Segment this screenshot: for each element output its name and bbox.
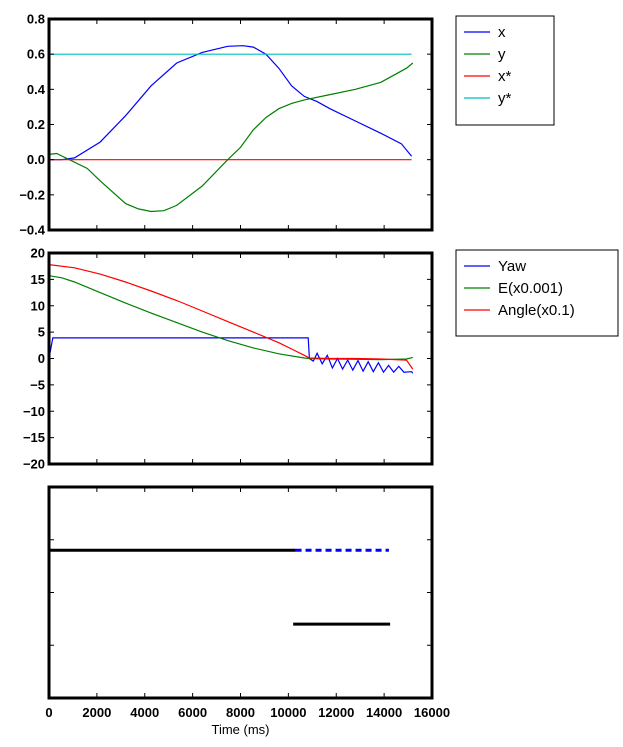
position-legend-box <box>455 15 555 126</box>
position-panel: 0.8 0.6 0.4 0.2 0.0 −0.2 −0.4 xy x* y* <box>19 12 555 238</box>
yaw-energy-legend-box <box>455 249 619 337</box>
yaw-energy-panel: 20 15 10 5 0 −5 −10 −15 −20 Yaw E(x0.001) Angle(x0… <box>23 246 619 472</box>
x-tick-label-8: 16000 <box>414 705 450 720</box>
position-plot-frame <box>47 17 434 232</box>
y-tick-label-0-0: 0.8 <box>27 12 45 27</box>
y-tick-label-0-3: 0.2 <box>27 117 45 132</box>
y-tick-label-1-1: 15 <box>31 272 45 287</box>
y-tick-label-0-6: −0.4 <box>19 223 45 238</box>
x-tick-label-6: 12000 <box>318 705 354 720</box>
y-tick-label-1-3: 5 <box>38 325 45 340</box>
x-tick-label-5: 10000 <box>270 705 306 720</box>
series-line-1-2 <box>48 264 414 370</box>
y-tick-label-0-1: 0.6 <box>27 47 45 62</box>
y-tick-label-0-5: −0.2 <box>19 187 45 202</box>
series-line-0-0 <box>49 45 413 161</box>
yaw-energy-legend: Yaw E(x0.001) Angle(x0.1) <box>455 249 619 337</box>
legend-label-0-2: x* <box>498 68 512 85</box>
position-legend: xy x* y* <box>455 15 555 126</box>
legend-label-0-0: x <box>498 24 506 41</box>
series-line-0-1 <box>48 62 414 213</box>
state-plot-frame <box>47 485 434 700</box>
x-tick-label-0: 0 <box>45 705 52 720</box>
y-tick-label-1-7: −15 <box>23 430 45 445</box>
legend-label-0-3: y* <box>498 90 512 107</box>
y-tick-label-1-4: 0 <box>38 351 45 366</box>
series-line-1-1 <box>48 275 413 361</box>
legend-label-0-1: y <box>498 46 506 63</box>
y-tick-label-1-0: 20 <box>31 246 45 261</box>
x-tick-label-7: 14000 <box>366 705 402 720</box>
state-panel: 0 2000 4000 6000 8000 10000 12000 14000 16000 Ti… <box>45 19 450 737</box>
y-tick-label-0-2: 0.4 <box>27 82 46 97</box>
x-tick-label-1: 2000 <box>82 705 111 720</box>
legend-label-1-2: Angle(x0.1) <box>498 302 575 319</box>
x-tick-label-4: 8000 <box>226 705 255 720</box>
y-tick-label-0-4: 0.0 <box>27 152 45 167</box>
x-tick-label-3: 6000 <box>178 705 207 720</box>
x-axis-title: Time (ms) <box>211 722 269 737</box>
legend-label-1-0: Yaw <box>498 258 526 275</box>
y-tick-label-1-6: −10 <box>23 404 45 419</box>
series-line-1-0 <box>48 337 414 374</box>
y-tick-label-1-5: −5 <box>30 377 45 392</box>
x-tick-label-2: 4000 <box>130 705 159 720</box>
y-tick-label-1-2: 10 <box>31 298 45 313</box>
y-tick-label-1-8: −20 <box>23 457 45 472</box>
legend-label-1-1: E(x0.001) <box>498 280 563 297</box>
